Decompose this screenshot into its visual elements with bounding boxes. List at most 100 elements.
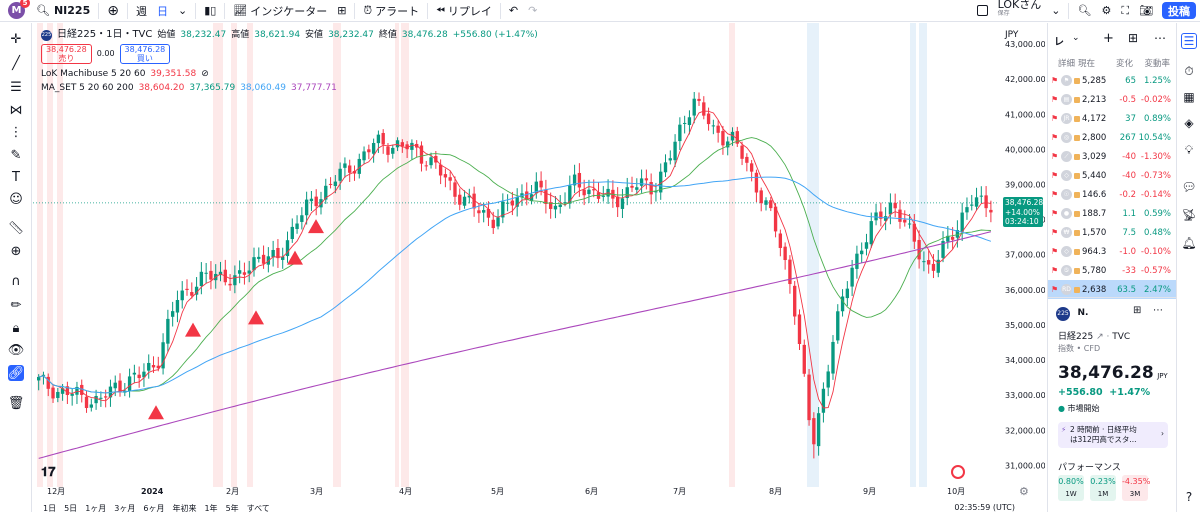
col-change[interactable]: 変化 xyxy=(1115,59,1133,69)
fullscreen-button[interactable]: ⛶ xyxy=(1116,0,1134,22)
redo-button[interactable]: ↷ xyxy=(523,0,542,22)
watchlist-row[interactable]: ⚑ ☉ 146.6 -0.2 -0.14% xyxy=(1048,185,1176,204)
flag-icon[interactable]: ⚑ xyxy=(1051,266,1059,275)
currency-label[interactable]: JPY xyxy=(1005,30,1019,40)
range-button[interactable]: 5日 xyxy=(64,504,78,512)
news-card[interactable]: ⚡︎ 2 時間前 · 日経平均 は312円高でスタ... › xyxy=(1058,422,1168,448)
range-button[interactable]: 1年 xyxy=(204,504,218,512)
symbol-search[interactable]: 🔍︎ NI225 xyxy=(36,4,91,17)
range-button[interactable]: 5年 xyxy=(225,504,239,512)
chart-area[interactable]: 43,000.00 42,000.00 41,000.00 40,000.00 39,0… xyxy=(33,23,1045,512)
details-full-name[interactable]: 日経225 ↗ · TVC xyxy=(1058,332,1131,342)
price-chart[interactable]: 43,000.00 42,000.00 41,000.00 40,000.00 39,0… xyxy=(33,23,1045,512)
fib-tool[interactable]: ⋮ xyxy=(8,124,24,140)
col-change-pct[interactable]: 変動率 xyxy=(1144,59,1170,69)
quick-search-button[interactable]: 🔍︎ xyxy=(1072,0,1096,22)
watchlist-row[interactable]: ⚑ ◇ 5,440 -40 -0.73% xyxy=(1048,166,1176,185)
range-button[interactable]: 1ヶ月 xyxy=(85,504,107,512)
watchlist-row[interactable]: ⚑ ₩1,570 7.5 0.48% xyxy=(1048,223,1176,242)
watchlist-row[interactable]: ⚑ ◇ 964.3 -1.0 -0.10% xyxy=(1048,242,1176,261)
flag-icon[interactable]: ⚑ xyxy=(1051,76,1059,85)
flag-icon[interactable]: ⚑ xyxy=(1051,228,1059,237)
flag-icon[interactable]: ⚑ xyxy=(1051,190,1059,199)
help-tab[interactable]: ? xyxy=(1181,489,1197,505)
alert-button[interactable]: ⏰︎ アラート xyxy=(358,0,424,22)
layout-name[interactable]: LOKさん 保存 xyxy=(993,0,1047,22)
alerts-tab[interactable]: ⏱︎ xyxy=(1181,63,1197,79)
lock-drawings-tool[interactable]: 🔒︎ xyxy=(8,320,24,336)
col-detail[interactable]: 詳細 xyxy=(1058,59,1076,69)
details-more-button[interactable]: ⋯ xyxy=(1153,305,1163,316)
object-tree-tab[interactable]: ▦ xyxy=(1181,89,1197,105)
text-tool[interactable]: T xyxy=(8,169,24,185)
trendline-tool[interactable]: ╱ xyxy=(8,55,24,71)
watchlist-row[interactable]: ⚑ JR 4,172 37 0.89% xyxy=(1048,109,1176,128)
flag-icon[interactable]: ⚑ xyxy=(1051,133,1059,142)
range-button[interactable]: 6ヶ月 xyxy=(143,504,165,512)
indicator1-legend[interactable]: LoK Machibuse 5 20 60 39,351.58 ⊘ xyxy=(41,68,538,80)
flag-icon[interactable]: ⚑ xyxy=(1051,114,1059,123)
layout-toggle[interactable] xyxy=(972,0,993,22)
interval-week[interactable]: 週 xyxy=(135,4,147,18)
advanced-view-button[interactable]: ⊞ xyxy=(1128,31,1138,45)
add-symbol-button[interactable]: + xyxy=(1103,31,1114,46)
range-button[interactable]: すべて xyxy=(246,504,270,512)
layers-tab[interactable]: ◈ xyxy=(1181,115,1197,131)
watchlist-row[interactable]: ⚑ ⚑ 5,285 65 1.25% xyxy=(1048,71,1176,90)
more-button[interactable]: ⋯ xyxy=(1154,31,1166,45)
flag-icon[interactable]: ⚑ xyxy=(1051,171,1059,180)
indicators-button[interactable]: 📈︎ インジケーター xyxy=(228,0,332,22)
range-button[interactable]: 1日 xyxy=(43,504,57,512)
snapshot-button[interactable]: 📷︎ xyxy=(1134,0,1158,22)
emoji-tool[interactable]: ☺ xyxy=(8,191,24,207)
watchlist-row[interactable]: ⚑ ● 188.7 1.1 0.59% xyxy=(1048,204,1176,223)
publish-button[interactable]: 投稿 xyxy=(1162,2,1196,19)
ideas-tab[interactable]: 💡︎ xyxy=(1181,142,1197,158)
layouts-button[interactable]: ⊞ xyxy=(332,0,351,22)
range-button[interactable]: 年初来 xyxy=(172,504,197,512)
pattern-tool[interactable]: ⋈ xyxy=(8,102,24,118)
remove-drawings-tool[interactable]: 🗑︎ xyxy=(8,395,25,411)
jump-realtime-icon[interactable] xyxy=(951,465,965,479)
flag-icon[interactable]: ⚑ xyxy=(1051,152,1059,161)
hide-drawings-tool[interactable]: 👁︎ xyxy=(8,342,25,358)
symbol-title[interactable]: 日経225・1日・TVC xyxy=(57,29,153,40)
indicator2-legend[interactable]: MA_SET 5 20 60 200 38,604.20 37,365.79 3… xyxy=(41,82,538,94)
flag-icon[interactable]: ⚑ xyxy=(1051,95,1059,104)
interval-dropdown[interactable]: ⌄ xyxy=(173,0,192,22)
buy-button[interactable]: 38,476.28 買い xyxy=(119,44,171,64)
user-avatar[interactable]: M 5 xyxy=(8,0,30,19)
watchlist-row[interactable]: ⚑ ⑤ 5,780 -33 -0.57% xyxy=(1048,261,1176,280)
watchlist-row[interactable]: ⚑ ⟋ 3,029 -40 -1.30% xyxy=(1048,147,1176,166)
ruler-tool[interactable]: 📏︎ xyxy=(8,220,25,236)
chat-tab[interactable]: 💬︎ xyxy=(1181,179,1197,195)
watchlist-row[interactable]: ⚑ ▤ 2,213 -0.5 -0.02% xyxy=(1048,90,1176,109)
flag-icon[interactable]: ⚑ xyxy=(1051,285,1059,294)
magnet-tool[interactable]: ∩ xyxy=(8,273,24,289)
watchlist-tab[interactable]: ☰ xyxy=(1181,33,1197,49)
interval-day[interactable]: 日 xyxy=(156,4,168,18)
details-grid-button[interactable]: ⊞ xyxy=(1133,305,1141,316)
compare-button[interactable]: ⊕ xyxy=(102,0,124,22)
stay-drawing-tool[interactable]: ✏ xyxy=(8,297,24,313)
range-button[interactable]: 3ヶ月 xyxy=(114,504,136,512)
watchlist-row[interactable]: ⚑ ◎ 2,800 267 10.54% xyxy=(1048,128,1176,147)
watchlist-row[interactable]: ⚑ RD 2,638 63.5 2.47% xyxy=(1048,280,1176,299)
layout-dropdown[interactable]: ⌄ xyxy=(1046,0,1065,22)
settings-button[interactable]: ⚙︎ xyxy=(1096,0,1116,22)
sell-button[interactable]: 38,476.28 売り xyxy=(41,44,92,64)
flag-icon[interactable]: ⚑ xyxy=(1051,247,1059,256)
streams-tab[interactable]: 📡︎ xyxy=(1181,207,1197,223)
crosshair-tool[interactable]: ✛ xyxy=(8,31,24,47)
horizontal-lines-tool[interactable]: ☰ xyxy=(8,79,24,95)
col-last[interactable]: 現在 xyxy=(1078,59,1096,69)
notifications-tab[interactable]: 🔔︎ xyxy=(1181,235,1197,251)
undo-button[interactable]: ↶ xyxy=(504,0,523,22)
replay-button[interactable]: ⏪︎ リプレイ xyxy=(431,0,497,22)
settings-gear-small[interactable]: ⚙︎ xyxy=(1019,485,1029,498)
flag-icon[interactable]: ⚑ xyxy=(1051,209,1059,218)
brush-tool[interactable]: ✎ xyxy=(8,147,24,163)
candle-type-button[interactable]: ▮▯ xyxy=(199,0,221,22)
zoom-tool[interactable]: ⊕ xyxy=(8,243,24,259)
watchlist-title[interactable]: レ xyxy=(1054,37,1064,48)
